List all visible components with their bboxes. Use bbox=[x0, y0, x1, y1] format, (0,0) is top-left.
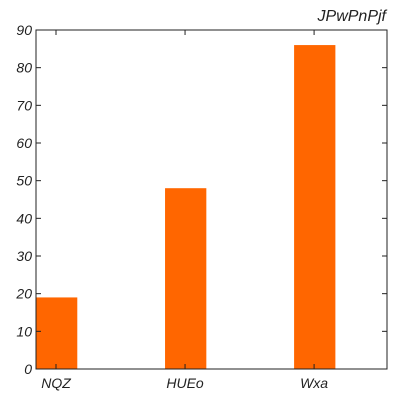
y-tick-label: 60 bbox=[16, 135, 32, 151]
ticks-layer bbox=[36, 29, 387, 370]
y-tick-label: 90 bbox=[16, 22, 32, 38]
bar-wxa bbox=[294, 45, 336, 369]
chart-title: JPwPnPjf bbox=[317, 8, 388, 25]
y-tick-label: 70 bbox=[16, 97, 32, 113]
bar-hueo bbox=[165, 188, 207, 369]
bar-nqz bbox=[36, 297, 78, 369]
y-tick-label: 50 bbox=[16, 173, 32, 189]
y-tick-label: 30 bbox=[16, 248, 32, 264]
x-tick-label: NQZ bbox=[41, 375, 71, 391]
bars-layer bbox=[36, 45, 336, 369]
y-tick-label: 80 bbox=[16, 60, 32, 76]
y-tick-label: 0 bbox=[24, 361, 32, 377]
plot-frame bbox=[35, 29, 388, 370]
x-tick-label: Wxa bbox=[300, 375, 328, 391]
y-tick-label: 10 bbox=[16, 323, 32, 339]
y-tick-label: 40 bbox=[16, 210, 32, 226]
y-tick-label: 20 bbox=[15, 286, 32, 302]
labels-layer: 0 10 20 30 40 50 60 70 80 90 NQZ HUEo Wxa bbox=[15, 22, 328, 391]
x-tick-label: HUEo bbox=[166, 375, 204, 391]
